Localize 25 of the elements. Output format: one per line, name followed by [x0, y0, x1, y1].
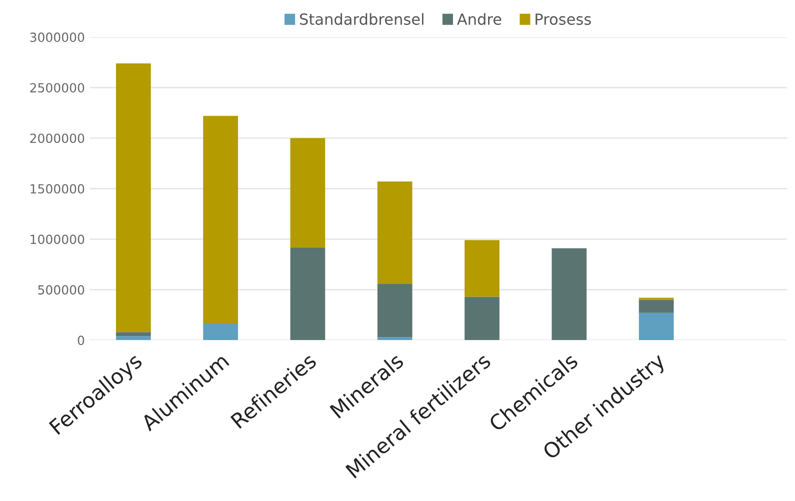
bar — [552, 248, 587, 340]
bar — [290, 247, 326, 340]
y-tick-label: 1000000 — [30, 234, 84, 244]
y-tick-label: 2000000 — [30, 134, 84, 144]
bar — [464, 296, 500, 340]
bar — [377, 284, 412, 338]
y-tick-label: 0 — [78, 336, 84, 346]
bar — [116, 63, 151, 332]
bar — [116, 332, 151, 336]
bar — [377, 182, 412, 284]
bar — [290, 138, 326, 248]
y-tick-label: 500000 — [38, 285, 84, 295]
bar — [464, 240, 500, 297]
bar — [203, 116, 238, 324]
bar — [638, 300, 674, 313]
bar — [638, 312, 674, 340]
legend-label: Prosess — [536, 14, 591, 25]
legend-label: Andre — [457, 13, 502, 25]
bar — [203, 323, 238, 340]
y-tick-label: 1500000 — [30, 184, 84, 194]
legend-label: Standardbrensel — [300, 13, 424, 25]
bar — [116, 336, 151, 340]
y-tick-label: 2500000 — [30, 83, 84, 93]
y-tick-label: 3000000 — [30, 32, 84, 42]
bar — [377, 337, 412, 340]
